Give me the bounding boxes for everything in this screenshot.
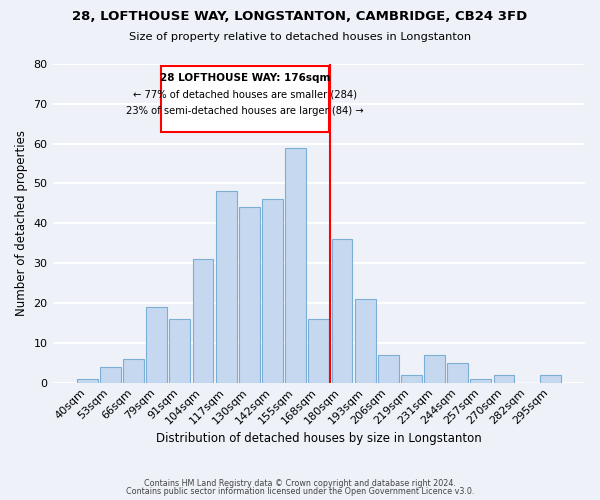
Y-axis label: Number of detached properties: Number of detached properties [15,130,28,316]
Bar [494,374,514,382]
Bar [424,354,445,382]
Text: 28, LOFTHOUSE WAY, LONGSTANTON, CAMBRIDGE, CB24 3FD: 28, LOFTHOUSE WAY, LONGSTANTON, CAMBRIDG… [73,10,527,23]
Bar [193,259,214,382]
Text: Contains HM Land Registry data © Crown copyright and database right 2024.: Contains HM Land Registry data © Crown c… [144,478,456,488]
Bar [262,200,283,382]
FancyBboxPatch shape [161,66,329,132]
Text: 28 LOFTHOUSE WAY: 176sqm: 28 LOFTHOUSE WAY: 176sqm [160,73,331,83]
Bar [216,192,236,382]
Bar [123,358,144,382]
Bar [77,378,98,382]
Bar [470,378,491,382]
Bar [355,299,376,382]
Bar [169,319,190,382]
X-axis label: Distribution of detached houses by size in Longstanton: Distribution of detached houses by size … [156,432,482,445]
Text: Contains public sector information licensed under the Open Government Licence v3: Contains public sector information licen… [126,487,474,496]
Text: Size of property relative to detached houses in Longstanton: Size of property relative to detached ho… [129,32,471,42]
Text: ← 77% of detached houses are smaller (284): ← 77% of detached houses are smaller (28… [133,90,357,100]
Bar [146,307,167,382]
Bar [540,374,561,382]
Bar [378,354,398,382]
Text: 23% of semi-detached houses are larger (84) →: 23% of semi-detached houses are larger (… [127,106,364,116]
Bar [448,362,468,382]
Bar [401,374,422,382]
Bar [285,148,306,382]
Bar [239,208,260,382]
Bar [332,239,352,382]
Bar [100,366,121,382]
Bar [308,319,329,382]
